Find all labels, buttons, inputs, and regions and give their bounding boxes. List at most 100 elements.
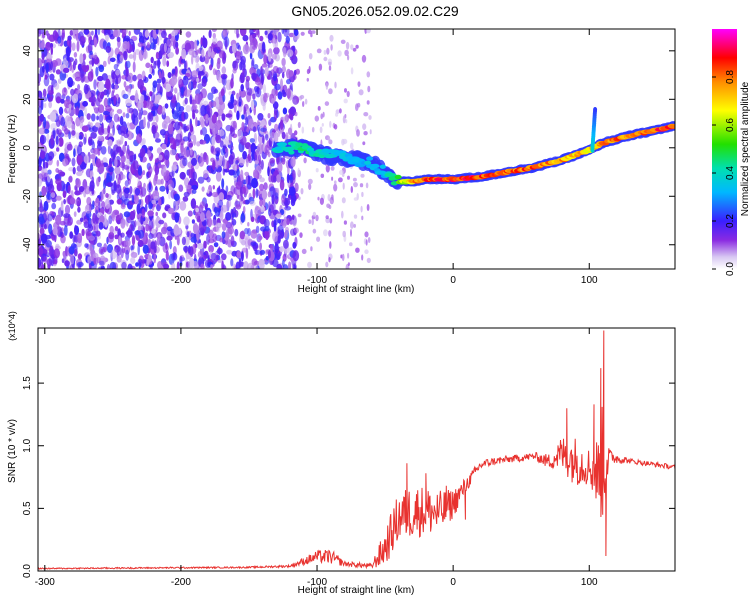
noise-blob <box>230 148 233 155</box>
noise-blob <box>251 177 258 189</box>
noise-blob <box>221 223 227 231</box>
noise-blob <box>89 122 93 128</box>
noise-blob <box>271 98 275 105</box>
noise-blob <box>148 225 152 232</box>
noise-blob <box>158 198 162 206</box>
noise-blob <box>68 246 75 255</box>
noise-blob <box>226 249 233 255</box>
noise-blob <box>155 216 162 228</box>
noise-blob <box>63 213 70 219</box>
noise-blob <box>111 152 115 163</box>
noise-blob <box>93 54 99 64</box>
noise-blob <box>251 258 258 266</box>
noise-blob <box>289 114 294 121</box>
noise-blob <box>201 186 205 192</box>
noise-blob <box>356 129 360 137</box>
noise-blob <box>102 60 107 68</box>
noise-blob <box>330 44 333 51</box>
noise-blob <box>252 45 258 50</box>
noise-blob <box>209 64 213 71</box>
noise-blob <box>45 240 52 248</box>
noise-blob <box>293 227 299 234</box>
noise-blob <box>68 175 73 183</box>
noise-blob <box>248 146 251 156</box>
noise-blob <box>173 193 180 201</box>
noise-blob <box>62 158 69 167</box>
noise-blob <box>95 122 100 128</box>
noise-blob <box>77 92 83 101</box>
noise-blob <box>122 41 129 50</box>
noise-blob <box>64 204 71 215</box>
colorbar-tick-label: 0.0 <box>725 262 736 276</box>
noise-blob <box>211 136 216 146</box>
noise-blob <box>272 101 279 110</box>
noise-blob <box>363 112 369 117</box>
noise-blob <box>69 30 74 36</box>
noise-blob <box>275 213 282 219</box>
noise-blob <box>95 158 101 169</box>
noise-blob <box>171 69 176 74</box>
noise-blob <box>94 107 99 114</box>
noise-blob <box>88 60 95 65</box>
noise-blob <box>167 207 175 215</box>
noise-blob <box>38 258 41 269</box>
noise-blob <box>179 171 186 180</box>
noise-blob <box>312 228 317 234</box>
noise-blob <box>121 261 127 269</box>
noise-blob <box>279 231 284 239</box>
noise-blob <box>73 148 76 158</box>
noise-blob <box>221 113 226 122</box>
noise-blob <box>41 254 44 265</box>
noise-blob <box>55 174 60 180</box>
noise-blob <box>116 198 123 205</box>
noise-blob <box>157 261 163 269</box>
noise-blob <box>57 78 62 84</box>
noise-blob <box>129 186 133 195</box>
noise-blob <box>161 105 166 116</box>
noise-blob <box>251 57 255 67</box>
noise-blob <box>41 39 45 50</box>
noise-blob <box>232 120 237 129</box>
noise-blob <box>249 29 254 35</box>
noise-blob <box>225 136 229 148</box>
noise-blob <box>267 60 270 69</box>
noise-blob <box>366 204 370 211</box>
noise-blob <box>124 141 128 147</box>
noise-blob <box>61 258 65 264</box>
noise-blob <box>236 250 241 259</box>
noise-blob <box>130 245 134 251</box>
noise-blob <box>120 203 126 210</box>
noise-blob <box>200 129 203 136</box>
noise-blob <box>350 228 352 237</box>
noise-blob <box>75 178 81 188</box>
noise-blob <box>114 93 120 101</box>
noise-blob <box>230 93 235 105</box>
noise-blob <box>262 135 265 144</box>
noise-blob <box>105 115 113 123</box>
noise-blob <box>321 123 324 127</box>
noise-blob <box>96 115 99 121</box>
noise-blob <box>90 131 97 139</box>
x-tick-label: 100 <box>581 275 598 286</box>
noise-blob <box>318 63 323 71</box>
noise-blob <box>150 42 156 50</box>
noise-blob <box>101 189 105 200</box>
noise-blob <box>44 103 47 108</box>
y-tick-label: -40 <box>22 237 33 252</box>
noise-blob <box>189 246 194 258</box>
noise-blob <box>158 71 162 79</box>
noise-blob <box>121 75 127 80</box>
noise-blob <box>308 53 313 60</box>
noise-blob <box>316 236 321 242</box>
noise-blob <box>43 200 49 212</box>
noise-blob <box>178 184 184 192</box>
noise-blob <box>79 217 84 223</box>
noise-blob <box>83 29 90 35</box>
noise-blob <box>158 154 163 161</box>
noise-blob <box>183 216 190 226</box>
noise-blob <box>244 235 250 241</box>
noise-blob <box>166 60 170 67</box>
noise-blob <box>206 189 210 194</box>
noise-blob <box>138 49 144 62</box>
noise-blob <box>76 40 80 52</box>
